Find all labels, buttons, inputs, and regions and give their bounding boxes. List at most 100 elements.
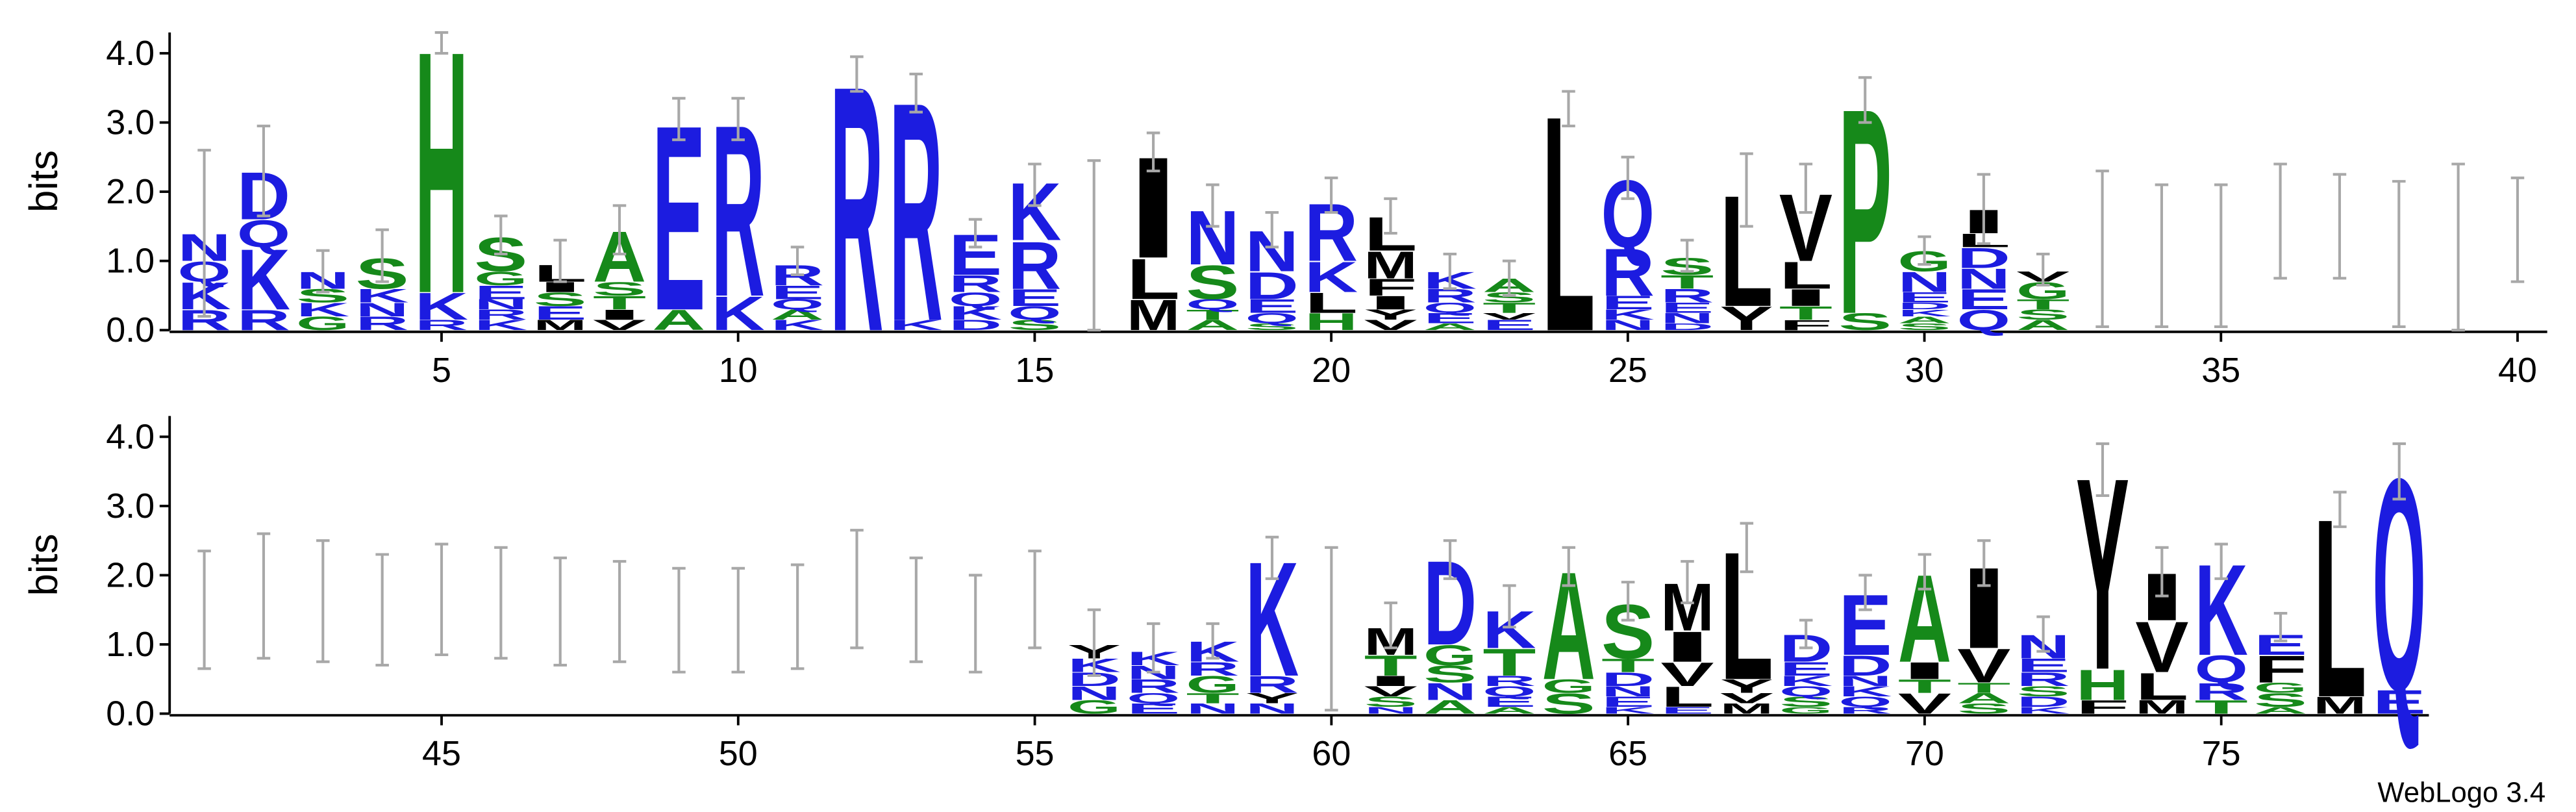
letter: E bbox=[534, 303, 587, 324]
letter: K bbox=[415, 285, 468, 328]
x-tick-label: 65 bbox=[1608, 734, 1647, 773]
letter: I bbox=[1364, 673, 1418, 689]
x-tick-label: 25 bbox=[1608, 351, 1647, 390]
letter: T bbox=[1364, 650, 1418, 682]
letter: G bbox=[1186, 671, 1240, 698]
letter: S bbox=[1957, 700, 2010, 717]
error-bar bbox=[2095, 170, 2109, 328]
letter: T bbox=[1186, 307, 1239, 323]
error-bar bbox=[1146, 131, 1160, 173]
letter: I bbox=[1364, 292, 1417, 314]
letter: G bbox=[296, 312, 349, 334]
error-bar bbox=[434, 31, 449, 55]
letter: Q bbox=[771, 296, 824, 312]
error-bar bbox=[1621, 581, 1635, 622]
error-bar bbox=[909, 556, 923, 663]
letter: Q bbox=[1186, 296, 1239, 312]
letter: Q bbox=[1127, 690, 1180, 706]
footer: WebLogo 3.4 bbox=[2377, 778, 2545, 809]
letter: T bbox=[1779, 303, 1832, 324]
letter: E bbox=[1601, 292, 1655, 314]
error-bar bbox=[1858, 574, 1872, 611]
error-bar bbox=[197, 550, 211, 670]
letter: V bbox=[1364, 317, 1417, 333]
error-bar bbox=[1681, 560, 1694, 605]
error-bar bbox=[672, 566, 686, 674]
x-tick-label: 5 bbox=[432, 351, 451, 390]
letter: R bbox=[1838, 705, 1892, 716]
letter: S bbox=[1245, 322, 1299, 333]
letter: K bbox=[1838, 683, 1892, 700]
error-bar bbox=[909, 72, 923, 114]
letter: E bbox=[1957, 283, 2010, 316]
x-tick-label: 60 bbox=[1312, 734, 1351, 773]
x-tick-label: 35 bbox=[2201, 351, 2240, 390]
x-tick-label: 45 bbox=[422, 734, 461, 773]
letter: L bbox=[1127, 247, 1180, 311]
error-bar bbox=[316, 249, 330, 294]
letter: R bbox=[1660, 285, 1714, 307]
letter: Q bbox=[1838, 694, 1892, 710]
letter: R bbox=[415, 317, 468, 333]
letter: F bbox=[1364, 273, 1417, 300]
letter: M bbox=[2135, 696, 2188, 718]
letter: G bbox=[1423, 639, 1477, 672]
letter: K bbox=[474, 317, 527, 333]
error-bar bbox=[1562, 90, 1575, 127]
letter: K bbox=[890, 317, 943, 333]
letter: G bbox=[2254, 679, 2307, 696]
letter: V bbox=[1660, 655, 1714, 693]
letter: Q bbox=[2195, 648, 2248, 691]
error-bar bbox=[316, 539, 330, 663]
error-bar bbox=[1384, 197, 1397, 235]
error-bar bbox=[2333, 490, 2347, 528]
letter: R bbox=[237, 304, 290, 336]
letter: S bbox=[1186, 256, 1239, 310]
error-bar bbox=[850, 529, 864, 650]
error-bar bbox=[2036, 615, 2050, 653]
error-bar bbox=[1503, 584, 1516, 629]
letter: H bbox=[415, 0, 468, 366]
letter: D bbox=[1660, 322, 1714, 333]
letter: S bbox=[1423, 661, 1477, 687]
error-bar bbox=[1918, 235, 1931, 266]
letter: S bbox=[1008, 317, 1061, 333]
letter: V bbox=[593, 317, 646, 333]
letter: N bbox=[1957, 262, 2010, 295]
error-bar bbox=[2214, 542, 2228, 580]
error-bar bbox=[2392, 180, 2406, 328]
letter: S bbox=[1779, 694, 1832, 710]
letter: M bbox=[534, 317, 587, 333]
letter: G bbox=[1542, 676, 1595, 697]
letter: Q bbox=[1779, 683, 1832, 700]
error-bar bbox=[1680, 238, 1694, 273]
letter: N bbox=[356, 299, 409, 320]
y-tick-label: 4.0 bbox=[106, 34, 155, 73]
letter: E bbox=[1897, 289, 1951, 305]
error-bar bbox=[790, 246, 805, 277]
error-bar bbox=[731, 566, 745, 674]
letter: V bbox=[1720, 690, 1773, 706]
letter: D bbox=[949, 317, 1002, 333]
error-bar bbox=[197, 149, 211, 318]
letter: I bbox=[1898, 657, 1951, 684]
error-bar bbox=[2273, 162, 2287, 280]
error-bar bbox=[672, 97, 686, 142]
letter: L bbox=[2135, 665, 2188, 708]
error-bar bbox=[434, 542, 449, 657]
x-tick-label: 50 bbox=[719, 734, 758, 773]
letter: Y bbox=[1720, 676, 1773, 697]
letter: Q bbox=[1957, 304, 2010, 336]
letter: G bbox=[474, 268, 527, 289]
x-tick-label: 75 bbox=[2202, 734, 2241, 773]
letter: R bbox=[1186, 658, 1240, 679]
letter: D bbox=[1897, 301, 1951, 312]
letter: E bbox=[1660, 705, 1714, 716]
letter: Y bbox=[1245, 690, 1299, 706]
letter: V bbox=[1957, 639, 2010, 693]
letter: I bbox=[593, 307, 646, 323]
letter: K bbox=[1897, 307, 1951, 318]
error-bar bbox=[1087, 608, 1101, 678]
letter: V bbox=[2135, 607, 2188, 687]
